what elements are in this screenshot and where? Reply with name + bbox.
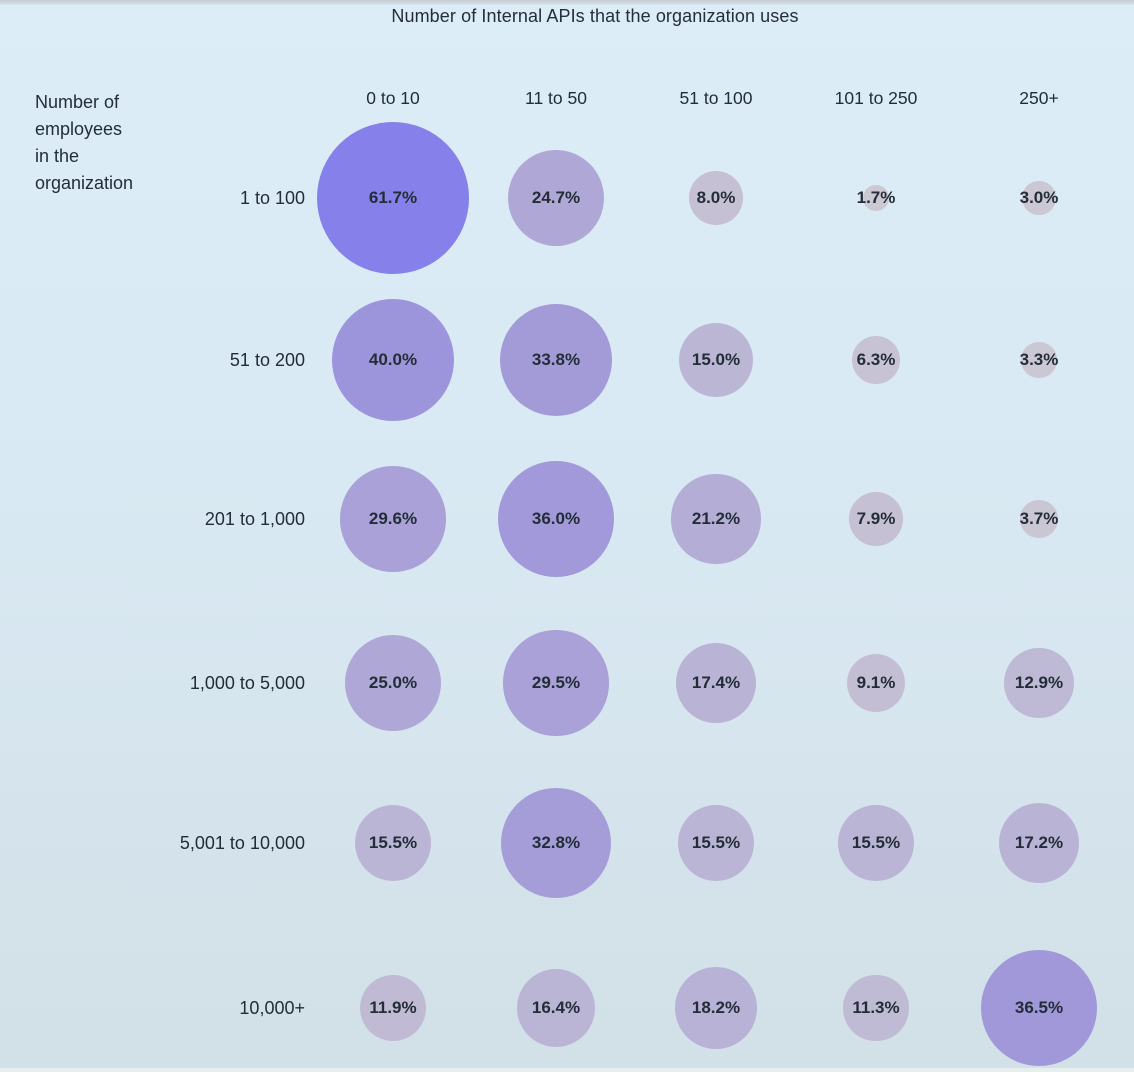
bubble-value-label: 3.3% (1019, 349, 1059, 369)
bubble: 25.0% (344, 634, 442, 732)
bubble: 8.0% (688, 170, 744, 226)
bubble-value-label: 6.3% (856, 349, 896, 369)
bubble-value-label: 24.7% (531, 187, 581, 207)
bubble-value-label: 25.0% (368, 673, 418, 692)
bubble: 18.2% (674, 966, 758, 1050)
bubble-value-label: 15.5% (691, 832, 741, 852)
column-header: 11 to 50 (525, 88, 587, 108)
chart-title: Number of Internal APIs that the organiz… (391, 6, 799, 26)
bubble: 15.5% (837, 804, 915, 882)
bubble: 11.3% (843, 975, 909, 1041)
bubble-value-label: 11.3% (852, 997, 900, 1017)
bubble: 6.3% (851, 335, 901, 385)
bubble-value-label: 1.7% (856, 187, 896, 207)
bubble-value-label: 61.7% (368, 187, 418, 207)
top-edge-strip (0, 0, 1134, 5)
bubble-value-label: 36.0% (531, 508, 581, 528)
bubble-value-label: 17.2% (1014, 833, 1064, 852)
bubble: 16.4% (516, 968, 596, 1048)
bubble: 7.9% (848, 491, 904, 547)
bubble-value-label: 15.5% (851, 832, 901, 852)
bubble-value-label: 3.0% (1019, 187, 1059, 207)
bubble-value-label: 18.2% (691, 997, 741, 1017)
row-label: 5,001 to 10,000 (179, 833, 305, 853)
bubble-value-label: 8.0% (696, 187, 736, 207)
bubble-value-label: 17.4% (691, 672, 741, 692)
bubble: 32.8% (500, 787, 612, 899)
column-header: 101 to 250 (834, 88, 918, 108)
bubble: 15.0% (678, 322, 754, 398)
bubble: 24.7% (507, 149, 605, 247)
bubble: 12.9% (1004, 648, 1074, 718)
bubble: 33.8% (499, 303, 613, 417)
bubble-value-label: 7.9% (856, 508, 896, 528)
row-label: 1,000 to 5,000 (189, 673, 305, 693)
bubble-value-label: 32.8% (531, 832, 581, 852)
bubble: 40.0% (331, 298, 455, 422)
row-label: 201 to 1,000 (204, 509, 305, 529)
row-label: 1 to 100 (239, 188, 305, 208)
bubble: 29.6% (340, 466, 446, 572)
bubble-value-label: 33.8% (531, 349, 581, 369)
bubble: 3.0% (1019, 181, 1059, 215)
bubble-value-label: 36.5% (1014, 997, 1064, 1017)
row-label: 10,000+ (239, 998, 305, 1018)
bubble-value-label: 9.1% (856, 672, 896, 692)
bubble-value-label: 21.2% (691, 508, 741, 528)
bubble: 17.4% (675, 642, 757, 724)
bubble: 36.0% (497, 460, 615, 578)
column-header: 51 to 100 (679, 88, 753, 108)
bubble-value-label: 29.6% (368, 508, 418, 528)
bubble-value-label: 15.5% (368, 832, 418, 852)
bubble: 15.5% (677, 804, 755, 882)
column-header: 0 to 10 (366, 88, 420, 108)
bubble: 3.3% (1019, 342, 1059, 378)
bubble-value-label: 16.4% (531, 997, 581, 1017)
bottom-edge-strip (0, 1068, 1134, 1072)
bubble-value-label: 3.7% (1019, 508, 1059, 528)
bubble: 9.1% (846, 653, 906, 713)
bubble: 61.7% (317, 122, 469, 274)
bubble-value-label: 40.0% (368, 349, 418, 369)
bubble: 15.5% (354, 804, 432, 882)
bubble: 1.7% (857, 185, 895, 211)
bubble: 11.9% (359, 974, 427, 1042)
bubble-value-label: 29.5% (531, 672, 581, 692)
column-header: 250+ (1019, 88, 1059, 108)
row-label: 51 to 200 (229, 350, 305, 370)
bubble-value-label: 15.0% (691, 349, 741, 369)
bubble: 21.2% (671, 474, 761, 564)
bubble: 36.5% (980, 949, 1098, 1067)
bubble: 29.5% (503, 630, 609, 736)
bubble-value-label: 12.9% (1014, 672, 1064, 692)
bubble-value-label: 11.9% (369, 997, 417, 1017)
bubble: 3.7% (1019, 500, 1059, 538)
y-axis-title: Number of employees in the organization (35, 92, 134, 193)
bubble: 17.2% (998, 802, 1080, 884)
